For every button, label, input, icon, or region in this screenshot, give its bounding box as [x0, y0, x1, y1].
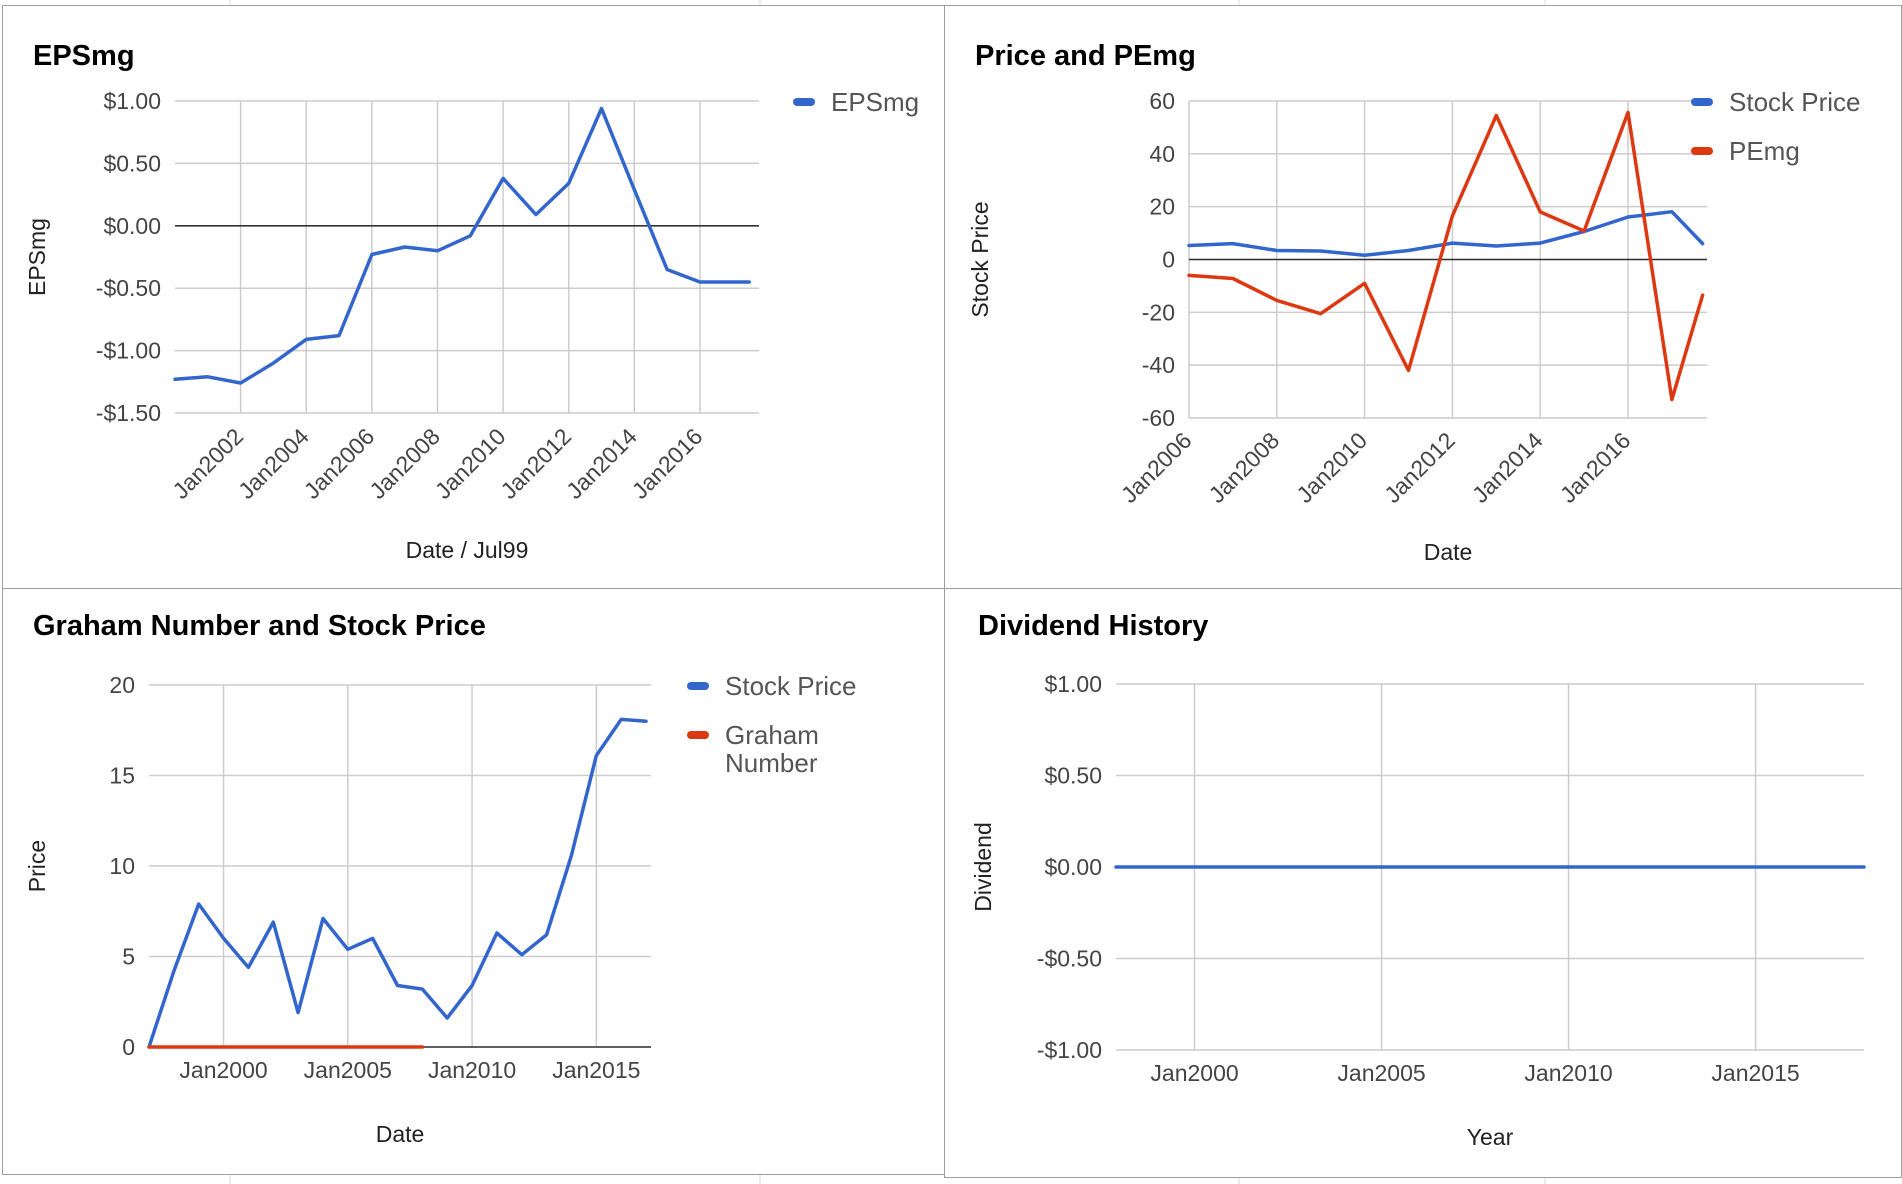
x-tick-label: Jan2006: [299, 423, 380, 504]
y-tick-label: 0: [1162, 247, 1175, 273]
y-tick-label: -$1.00: [1037, 1037, 1102, 1063]
y-tick-label: $1.00: [1044, 671, 1102, 697]
epsmg-line: [173, 106, 751, 385]
y-tick-label: -$0.50: [1037, 946, 1102, 972]
y-tick-label: $0.50: [103, 150, 161, 176]
x-tick-label: Jan2015: [552, 1057, 640, 1083]
eps-chart: EPSmg$1.00$0.50$0.00-$0.50-$1.00-$1.50Ja…: [24, 40, 919, 563]
y-tick-label: 15: [109, 763, 135, 789]
x-tick-label: Jan2005: [1337, 1060, 1425, 1086]
x-tick-label: Jan2010: [1524, 1060, 1612, 1086]
legend-swatch: [687, 682, 709, 690]
y-tick-label: 60: [1149, 88, 1175, 114]
graham-chart-panel: Graham Number and Stock Price 20 15 10 5 0 Jan…: [2, 588, 946, 1175]
x-tick-label: Jan2014: [1467, 427, 1548, 508]
x-tick-label: Jan2012: [1379, 427, 1460, 508]
y-tick-label: 0: [122, 1034, 135, 1060]
chart-title: Graham Number and Stock Price: [33, 610, 486, 642]
x-axis-title: Date: [1424, 539, 1473, 565]
y-tick-label: -20: [1142, 299, 1175, 325]
x-tick-label: Jan2010: [1291, 427, 1372, 508]
dividend-chart: Dividend History $1.00 $0.50 $0.00 -$0.50 -$1…: [970, 610, 1866, 1150]
x-axis-title: Date / Jul99: [406, 537, 529, 563]
y-tick-label: 10: [109, 853, 135, 879]
graham-chart: Graham Number and Stock Price 20 15 10 5 0 Jan…: [24, 610, 857, 1147]
x-tick-label: Jan2010: [428, 1057, 516, 1083]
x-axis-title: Year: [1467, 1124, 1514, 1150]
x-tick-label: Jan2015: [1711, 1060, 1799, 1086]
y-axis-title: Dividend: [970, 822, 996, 912]
y-tick-label: $0.00: [103, 213, 161, 239]
y-axis-title: Price: [24, 840, 50, 892]
legend-label: EPSmg: [831, 87, 919, 117]
pemg-line: [1187, 110, 1705, 402]
eps-chart-panel: EPSmg $1.00 $0.50 $0.00 -$0.50 -$1.00 -$1.50 Ja…: [2, 5, 946, 590]
y-tick-label: -$0.50: [96, 275, 161, 301]
price-pe-chart-panel: Price and PEmg 60 40 20 0 -20 -40 -60 Jan2006 Jan…: [944, 5, 1902, 590]
x-tick-label: Jan2000: [1150, 1060, 1238, 1086]
y-tick-label: $0.00: [1044, 854, 1102, 880]
y-tick-label: 20: [109, 672, 135, 698]
legend-label: Stock Price: [1729, 87, 1861, 117]
y-tick-label: 5: [122, 944, 135, 970]
x-tick-label: Jan2002: [167, 423, 248, 504]
x-tick-label: Jan2008: [1204, 427, 1285, 508]
x-tick-label: Jan2006: [1116, 427, 1197, 508]
dividend-chart-panel: Dividend History $1.00 $0.50 $0.00 -$0.50 -$1…: [944, 588, 1902, 1178]
y-tick-label: 40: [1149, 141, 1175, 167]
legend-label: PEmg: [1729, 136, 1800, 166]
y-axis-title: EPSmg: [24, 218, 50, 296]
x-tick-label: Jan2014: [561, 423, 642, 504]
y-tick-label: -40: [1142, 352, 1175, 378]
legend-swatch: [1691, 147, 1713, 155]
y-tick-label: -$1.50: [96, 400, 161, 426]
y-tick-label: $1.00: [103, 88, 161, 114]
x-tick-label: Jan2016: [627, 423, 708, 504]
legend-label: Graham: [725, 720, 819, 750]
y-tick-label: 20: [1149, 194, 1175, 220]
legend-swatch: [793, 98, 815, 106]
y-tick-label: -$1.00: [96, 338, 161, 364]
legend-label: Stock Price: [725, 671, 857, 701]
legend-swatch: [1691, 98, 1713, 106]
x-tick-label: Jan2008: [364, 423, 445, 504]
y-axis-title: Stock Price: [967, 201, 993, 317]
x-tick-label: Jan2010: [430, 423, 511, 504]
chart-title: Price and PEmg: [975, 40, 1196, 72]
legend-label: Number: [725, 748, 818, 778]
x-tick-label: Jan2016: [1555, 427, 1636, 508]
x-tick-label: Jan2005: [304, 1057, 392, 1083]
x-axis-title: Date: [376, 1121, 425, 1147]
x-tick-label: Jan2000: [179, 1057, 267, 1083]
y-tick-label: $0.50: [1044, 763, 1102, 789]
legend-swatch: [687, 731, 709, 739]
x-tick-label: Jan2004: [233, 423, 314, 504]
chart-title: Dividend History: [978, 610, 1208, 642]
x-tick-label: Jan2012: [495, 423, 576, 504]
y-tick-label: -60: [1142, 405, 1175, 431]
chart-title: EPSmg: [33, 40, 135, 72]
